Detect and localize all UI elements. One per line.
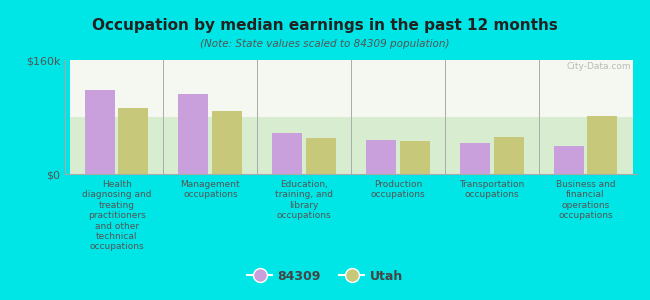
Text: Business and
financial
operations
occupations: Business and financial operations occupa… bbox=[556, 180, 616, 220]
Text: Production
occupations: Production occupations bbox=[370, 180, 425, 200]
Text: City-Data.com: City-Data.com bbox=[567, 62, 631, 71]
Bar bbox=[460, 143, 490, 174]
Bar bbox=[366, 140, 396, 174]
Bar bbox=[272, 133, 302, 174]
Text: Transportation
occupations: Transportation occupations bbox=[459, 180, 525, 200]
Bar bbox=[118, 108, 148, 174]
Bar bbox=[588, 116, 618, 174]
Legend: 84309, Utah: 84309, Utah bbox=[242, 265, 408, 288]
Text: (Note: State values scaled to 84309 population): (Note: State values scaled to 84309 popu… bbox=[200, 39, 450, 49]
Bar bbox=[179, 94, 209, 174]
Text: Education,
training, and
library
occupations: Education, training, and library occupat… bbox=[275, 180, 333, 220]
Bar bbox=[493, 137, 523, 174]
Text: Health
diagnosing and
treating
practitioners
and other
technical
occupations: Health diagnosing and treating practitio… bbox=[82, 180, 151, 251]
Bar bbox=[554, 146, 584, 174]
Text: Occupation by median earnings in the past 12 months: Occupation by median earnings in the pas… bbox=[92, 18, 558, 33]
Text: Management
occupations: Management occupations bbox=[181, 180, 240, 200]
Bar bbox=[400, 140, 430, 174]
Bar bbox=[84, 90, 114, 174]
Bar bbox=[212, 111, 242, 174]
Bar bbox=[306, 138, 336, 174]
